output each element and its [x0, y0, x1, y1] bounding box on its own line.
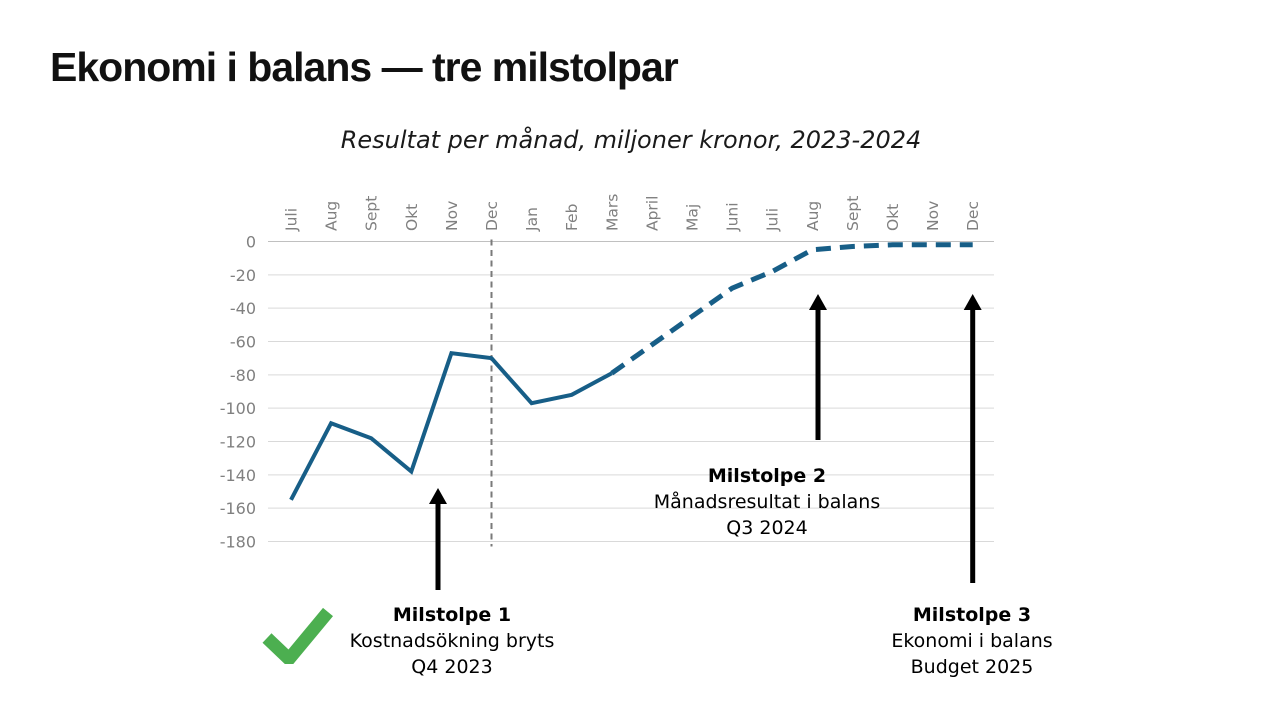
x-axis-tick-label: Okt [403, 204, 421, 231]
milestone-3-arrowhead [963, 294, 982, 310]
milestone-2-desc: Månadsresultat i balans [653, 491, 881, 513]
y-axis-tick-label: -60 [230, 333, 256, 352]
milestone-3-desc: Ekonomi i balans [891, 630, 1053, 652]
milestone-1-label: Milstolpe 1 Kostnadsökning bryts Q4 2023 [292, 602, 612, 680]
milestone-2-name: Milstolpe 2 [707, 465, 827, 487]
milestone-1-period: Q4 2023 [411, 656, 493, 678]
y-axis-tick-label: -40 [230, 299, 256, 318]
x-axis-tick-label: Dec [483, 201, 501, 231]
x-axis-tick-label: Nov [924, 201, 942, 231]
x-axis-tick-label: Juli [283, 208, 301, 232]
y-axis-tick-label: -20 [230, 266, 256, 285]
milestone-3-name: Milstolpe 3 [912, 604, 1032, 626]
y-axis-tick-label: -120 [220, 433, 256, 452]
x-axis-tick-label: April [643, 196, 661, 231]
x-axis-tick-label: Okt [884, 204, 902, 231]
series-line-solid [289, 351, 613, 501]
y-axis-tick-label: -100 [220, 399, 256, 418]
milestone-2-period: Q3 2024 [726, 517, 808, 539]
milestone-2-arrowhead [809, 294, 827, 310]
series-line-dashed [610, 242, 973, 376]
x-axis-tick-label: Aug [804, 201, 822, 231]
x-axis-tick-label: Nov [443, 201, 461, 231]
y-axis-tick-label: 0 [246, 233, 256, 252]
x-axis-tick-label: Sept [844, 196, 862, 231]
x-axis-tick-label: Juli [764, 208, 782, 232]
milestone-3-label: Milstolpe 3 Ekonomi i balans Budget 2025 [812, 602, 1132, 680]
y-axis-tick-label: -140 [220, 466, 256, 485]
y-axis-tick-label: -160 [220, 499, 256, 518]
milestone-1-arrowhead [429, 488, 447, 504]
x-axis-tick-label: Dec [964, 201, 982, 231]
x-axis-tick-label: Mars [603, 194, 621, 231]
milestone-1-desc: Kostnadsökning bryts [349, 630, 555, 652]
page-title: Ekonomi i balans — tre milstolpar [50, 44, 679, 90]
milestone-3-period: Budget 2025 [910, 656, 1034, 678]
milestone-2-label: Milstolpe 2 Månadsresultat i balans Q3 2… [607, 463, 927, 541]
x-axis-tick-label: Aug [323, 201, 341, 231]
x-axis-tick-label: Jan [523, 207, 541, 232]
x-axis-tick-label: Maj [684, 204, 702, 231]
x-axis-tick-label: Feb [563, 204, 581, 231]
checkmark-icon [262, 607, 334, 664]
y-axis-tick-label: -180 [220, 533, 256, 552]
x-axis-tick-label: Juni [724, 202, 742, 232]
y-axis-tick-label: -80 [230, 366, 256, 385]
chart-title: Resultat per månad, miljoner kronor, 202… [340, 126, 922, 154]
milestone-1-name: Milstolpe 1 [392, 604, 512, 626]
x-axis-tick-label: Sept [363, 196, 381, 231]
